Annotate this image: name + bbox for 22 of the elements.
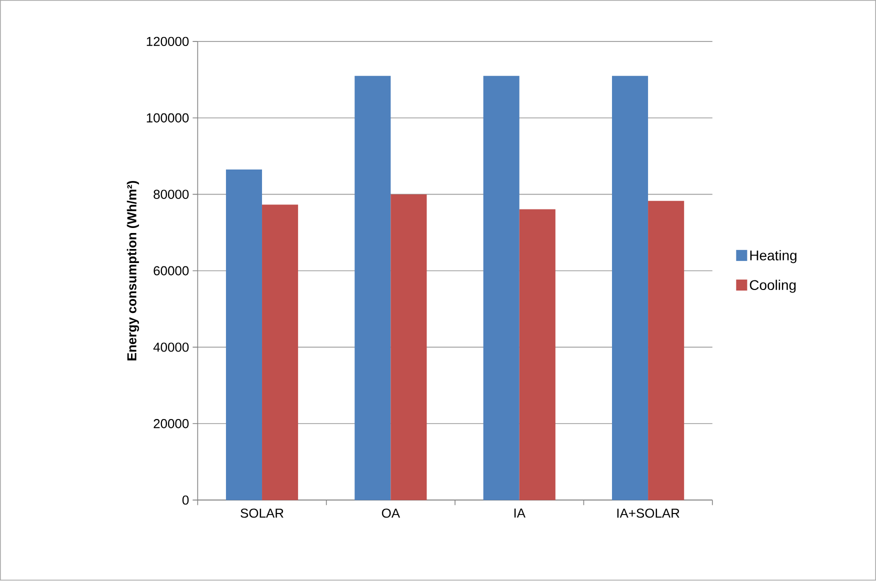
legend-label: Heating: [750, 250, 796, 264]
y-tick-label: 60000: [154, 266, 189, 276]
legend-label: Cooling: [750, 280, 796, 293]
bar: [354, 76, 391, 500]
y-tick-label: 0: [182, 496, 189, 505]
bar: [262, 204, 298, 500]
bar: [483, 76, 520, 500]
x-tick-label: IA+SOLAR: [617, 508, 680, 518]
y-tick-label: 40000: [153, 342, 189, 352]
bar: [226, 170, 262, 500]
bar: [390, 194, 427, 500]
bar: [612, 76, 648, 500]
bar: [519, 209, 556, 500]
y-axis-title: Energy consumption (Wh/m²): [126, 181, 140, 361]
y-tick-label: 100000: [146, 113, 189, 123]
x-tick-label: OA: [382, 508, 400, 518]
x-tick-label: SOLAR: [240, 508, 284, 518]
bar: [648, 201, 684, 500]
x-tick-label: IA: [514, 508, 526, 518]
y-tick-label: 20000: [154, 419, 189, 428]
y-tick-label: 80000: [154, 190, 189, 200]
y-tick-label: 120000: [146, 37, 189, 46]
